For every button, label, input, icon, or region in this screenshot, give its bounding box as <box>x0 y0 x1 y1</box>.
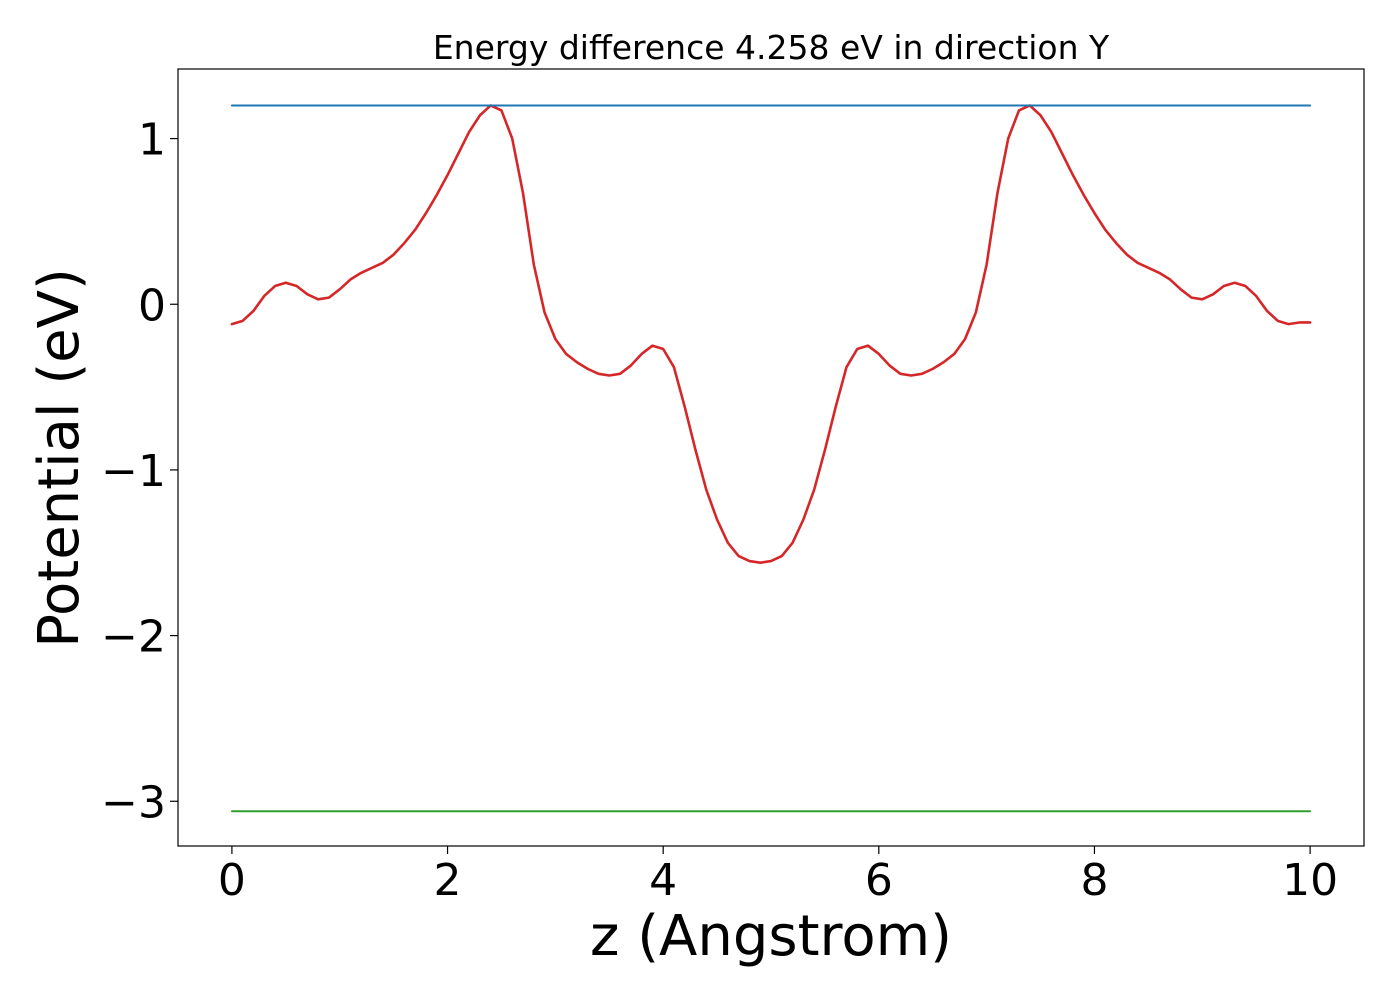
x-ticks: 0 2 4 6 8 10 <box>218 846 1338 906</box>
potential-curve <box>230 104 1312 564</box>
x-tick-label: 0 <box>218 855 246 906</box>
x-tick-label: 8 <box>1080 855 1108 906</box>
series-layer <box>230 104 1312 813</box>
x-axis-label: z (Angstrom) <box>590 904 952 969</box>
y-axis-label: Potential (eV) <box>27 268 92 648</box>
y-tick-label: −2 <box>101 612 166 663</box>
chart-title: Energy difference 4.258 eV in direction … <box>433 28 1110 67</box>
y-tick-label: 0 <box>138 280 166 331</box>
x-tick-label: 10 <box>1282 855 1338 906</box>
y-tick-label: −3 <box>101 777 166 828</box>
y-ticks: 1 0 −1 −2 −3 <box>101 115 178 828</box>
plot-frame <box>177 68 1365 847</box>
x-tick-label: 4 <box>649 855 677 906</box>
y-tick-label: 1 <box>138 115 166 166</box>
x-tick-label: 6 <box>865 855 893 906</box>
y-tick-label: −1 <box>101 446 166 497</box>
x-tick-label: 2 <box>434 855 462 906</box>
